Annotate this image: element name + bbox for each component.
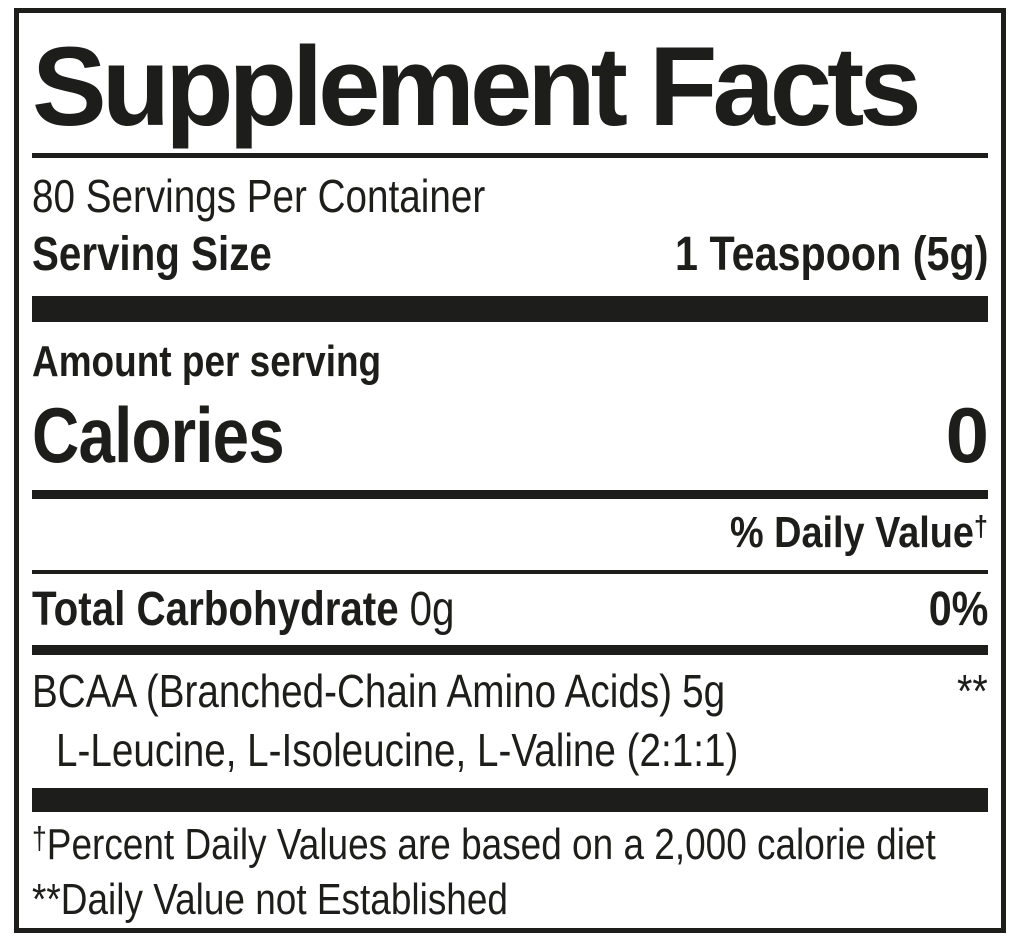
footnote-daily-values: †Percent Daily Values are based on a 2,0… (32, 820, 988, 871)
divider-medium-calories (32, 490, 988, 500)
supplement-facts-panel: Supplement Facts 80 Servings Per Contain… (14, 8, 1006, 933)
calories-row: Calories 0 (32, 391, 989, 480)
footnote-not-established: **Daily Value not Established (32, 875, 988, 926)
bcaa-components-line: L-Leucine, L-Isoleucine, L-Valine (2:1:1… (32, 724, 988, 777)
carbohydrate-row: Total Carbohydrate 0g 0% (32, 582, 988, 637)
daily-value-header-text: % Daily Value (730, 508, 975, 558)
bcaa-amount: 5g (682, 664, 726, 717)
bcaa-row: BCAA (Branched-Chain Amino Acids) 5g ** (32, 665, 988, 718)
servings-per-container-text: 80 Servings Per Container (32, 170, 486, 222)
calories-value: 0 (945, 391, 989, 480)
carbohydrate-amount: 0g (409, 582, 455, 636)
carbohydrate-name: Total Carbohydrate (32, 582, 399, 636)
calories-label: Calories (32, 391, 285, 480)
amount-per-serving-line: Amount per serving (32, 337, 988, 387)
footnote-asterisk-text: Daily Value not Established (60, 875, 508, 925)
amount-per-serving-label: Amount per serving (32, 337, 382, 387)
divider-under-title (32, 153, 988, 158)
bcaa-components-text: L-Leucine, L-Isoleucine, L-Valine (2:1:1… (56, 723, 739, 776)
footnote-dagger-text: Percent Daily Values are based on a 2,00… (46, 820, 936, 870)
daily-value-header: % Daily Value† (730, 509, 988, 557)
footnote-asterisk-marker: ** (32, 875, 61, 925)
bcaa-name-amount: BCAA (Branched-Chain Amino Acids) 5g (32, 665, 725, 718)
servings-per-container-line: 80 Servings Per Container (32, 170, 988, 223)
carbohydrate-daily-value: 0% (928, 582, 988, 636)
serving-size-value: 1 Teaspoon (5g) (674, 227, 988, 281)
divider-thick-bottom (32, 788, 988, 813)
footnote-daily-values-text-wrap: †Percent Daily Values are based on a 2,0… (32, 820, 936, 871)
daily-value-header-line: % Daily Value† (32, 509, 988, 557)
serving-size-row: Serving Size 1 Teaspoon (5g) (32, 227, 988, 282)
divider-above-carbohydrate (32, 569, 988, 574)
daily-value-dagger: † (974, 511, 988, 544)
serving-size-label: Serving Size (32, 227, 272, 281)
divider-thick-top (32, 296, 988, 323)
footnote-dagger-marker: † (32, 819, 47, 856)
carbohydrate-name-amount: Total Carbohydrate 0g (32, 582, 455, 637)
bcaa-name: BCAA (Branched-Chain Amino Acids) (32, 664, 673, 717)
divider-medium-carbohydrate (32, 644, 988, 655)
footnote-not-established-text-wrap: **Daily Value not Established (32, 875, 508, 926)
bcaa-daily-value-marker: ** (957, 664, 988, 717)
panel-title: Supplement Facts (32, 24, 922, 149)
